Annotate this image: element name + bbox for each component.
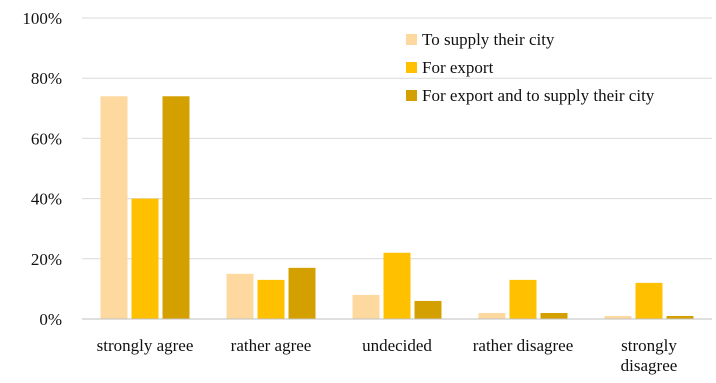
bar	[162, 96, 190, 319]
bar	[226, 273, 254, 319]
bar	[478, 312, 506, 319]
legend-swatch	[406, 34, 417, 45]
category-label: strongly disagree	[621, 336, 678, 375]
bar	[414, 300, 442, 319]
legend-label: For export and to supply their city	[422, 86, 655, 105]
y-tick-label: 0%	[39, 310, 62, 329]
legend: To supply their city For export For export…	[406, 30, 655, 105]
category-label: strongly agree	[97, 336, 194, 355]
y-axis-ticks: 0% 20% 40% 60% 80% 100%	[22, 9, 62, 329]
y-tick-label: 20%	[31, 250, 62, 269]
bar	[100, 96, 128, 319]
y-tick-label: 80%	[31, 69, 62, 88]
category-label: undecided	[362, 336, 432, 355]
bar	[540, 312, 568, 319]
bar	[257, 279, 285, 319]
category-label: rather agree	[231, 336, 312, 355]
category-label: rather disagree	[473, 336, 574, 355]
bar	[666, 315, 694, 319]
legend-label: To supply their city	[422, 30, 555, 49]
bar	[383, 252, 411, 319]
bar	[131, 198, 159, 319]
y-tick-label: 100%	[22, 9, 62, 28]
legend-swatch	[406, 90, 417, 101]
bar	[352, 294, 380, 319]
bar	[635, 282, 663, 319]
bar	[509, 279, 537, 319]
y-tick-label: 40%	[31, 190, 62, 209]
y-tick-label: 60%	[31, 129, 62, 148]
legend-swatch	[406, 62, 417, 73]
bar	[604, 315, 632, 319]
bars	[100, 96, 694, 319]
legend-label: For export	[422, 58, 494, 77]
category-labels: strongly agree rather agree undecided rathe…	[97, 336, 678, 375]
bar	[288, 267, 316, 319]
